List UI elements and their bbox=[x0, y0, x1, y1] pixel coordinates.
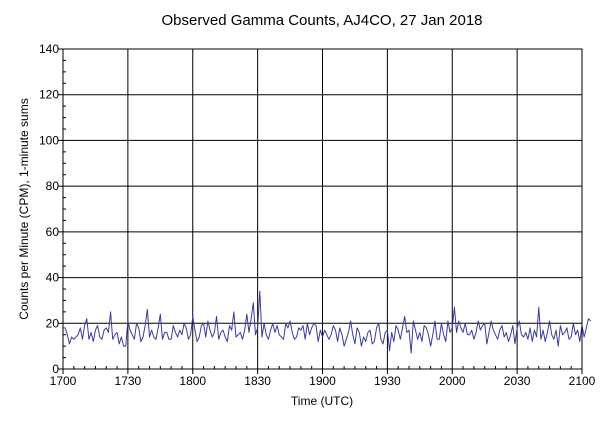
y-tick-label: 60 bbox=[46, 225, 60, 239]
y-axis-ticks: 0 20 40 60 80 100 120 140 bbox=[39, 42, 63, 376]
y-tick-label: 80 bbox=[46, 179, 60, 193]
x-tick-label: 1900 bbox=[309, 374, 336, 388]
chart-title: Observed Gamma Counts, AJ4CO, 27 Jan 201… bbox=[162, 12, 483, 29]
y-tick-label: 140 bbox=[39, 42, 59, 56]
y-tick-label: 100 bbox=[39, 133, 59, 147]
y-tick-label: 40 bbox=[46, 271, 60, 285]
y-tick-label: 0 bbox=[52, 362, 59, 376]
y-tick-label: 20 bbox=[46, 316, 60, 330]
x-tick-label: 1830 bbox=[244, 374, 271, 388]
y-axis-label: Counts per Minute (CPM), 1-minute sums bbox=[17, 98, 31, 319]
x-tick-label: 2030 bbox=[504, 374, 531, 388]
x-tick-label: 1730 bbox=[115, 374, 142, 388]
series-layer bbox=[63, 290, 592, 354]
y-tick-label: 120 bbox=[39, 88, 59, 102]
minor-ticks bbox=[63, 59, 572, 369]
x-tick-label: 2100 bbox=[569, 374, 596, 388]
x-tick-label: 1800 bbox=[179, 374, 206, 388]
x-axis-ticks: 1700 1730 1800 1830 1900 1930 2000 2030 2100 bbox=[50, 369, 596, 388]
x-tick-label: 1930 bbox=[374, 374, 401, 388]
x-tick-label: 1700 bbox=[50, 374, 77, 388]
x-axis-label: Time (UTC) bbox=[291, 394, 353, 408]
x-tick-label: 2000 bbox=[439, 374, 466, 388]
gamma-count-series-line bbox=[63, 290, 592, 354]
grid bbox=[63, 49, 582, 369]
